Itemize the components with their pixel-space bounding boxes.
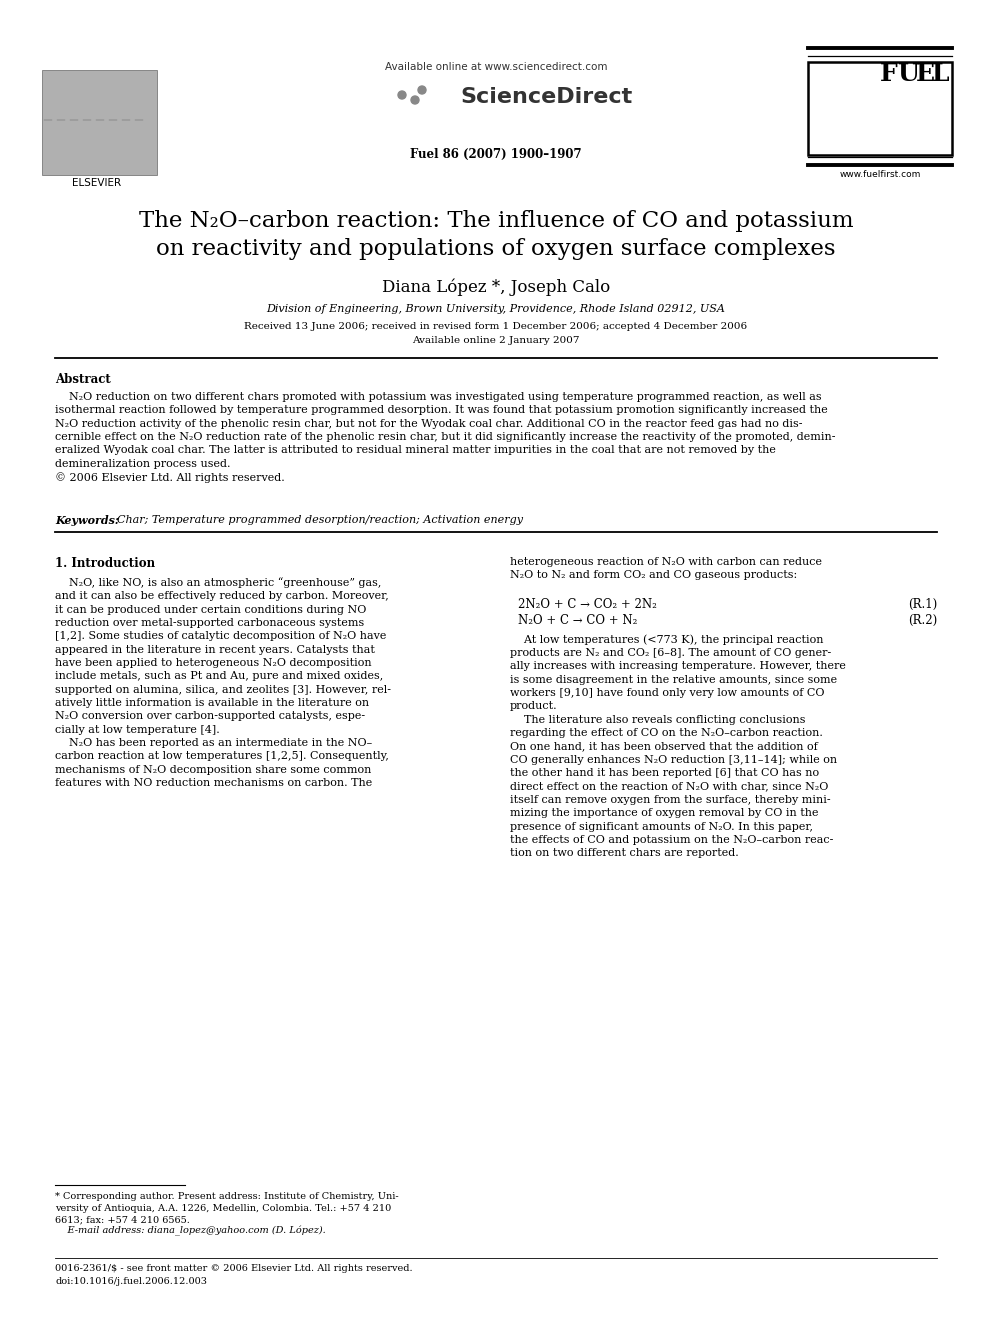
Text: Char; Temperature programmed desorption/reaction; Activation energy: Char; Temperature programmed desorption/… bbox=[110, 515, 523, 525]
Circle shape bbox=[418, 86, 426, 94]
Text: on reactivity and populations of oxygen surface complexes: on reactivity and populations of oxygen … bbox=[157, 238, 835, 261]
Text: Diana López *, Joseph Calo: Diana López *, Joseph Calo bbox=[382, 278, 610, 295]
Text: heterogeneous reaction of N₂O with carbon can reduce
N₂O to N₂ and form CO₂ and : heterogeneous reaction of N₂O with carbo… bbox=[510, 557, 822, 581]
Text: (R.1): (R.1) bbox=[908, 598, 937, 611]
Text: * Corresponding author. Present address: Institute of Chemistry, Uni-
versity of: * Corresponding author. Present address:… bbox=[55, 1192, 399, 1225]
Text: (R.2): (R.2) bbox=[908, 614, 937, 627]
Text: Fuel 86 (2007) 1900–1907: Fuel 86 (2007) 1900–1907 bbox=[410, 148, 582, 161]
Text: L: L bbox=[932, 62, 949, 86]
Text: 0016-2361/$ - see front matter © 2006 Elsevier Ltd. All rights reserved.: 0016-2361/$ - see front matter © 2006 El… bbox=[55, 1263, 413, 1273]
Text: ELSEVIER: ELSEVIER bbox=[72, 179, 122, 188]
Text: www.fuelfirst.com: www.fuelfirst.com bbox=[839, 169, 921, 179]
Text: Received 13 June 2006; received in revised form 1 December 2006; accepted 4 Dece: Received 13 June 2006; received in revis… bbox=[244, 321, 748, 331]
Text: ScienceDirect: ScienceDirect bbox=[460, 87, 632, 107]
Circle shape bbox=[398, 91, 406, 99]
Text: N₂O + C → CO + N₂: N₂O + C → CO + N₂ bbox=[518, 614, 638, 627]
Text: At low temperatures (<773 K), the principal reaction
products are N₂ and CO₂ [6–: At low temperatures (<773 K), the princi… bbox=[510, 634, 846, 859]
Text: Abstract: Abstract bbox=[55, 373, 111, 386]
Text: N₂O reduction on two different chars promoted with potassium was investigated us: N₂O reduction on two different chars pro… bbox=[55, 392, 835, 483]
Text: The N₂O–carbon reaction: The influence of CO and potassium: The N₂O–carbon reaction: The influence o… bbox=[139, 210, 853, 232]
Text: E-mail address: diana_lopez@yahoo.com (D. López).: E-mail address: diana_lopez@yahoo.com (D… bbox=[55, 1226, 325, 1236]
Text: doi:10.1016/j.fuel.2006.12.003: doi:10.1016/j.fuel.2006.12.003 bbox=[55, 1277, 207, 1286]
Bar bbox=[42, 70, 157, 175]
Text: 2N₂O + C → CO₂ + 2N₂: 2N₂O + C → CO₂ + 2N₂ bbox=[518, 598, 657, 611]
Text: Available online at www.sciencedirect.com: Available online at www.sciencedirect.co… bbox=[385, 62, 607, 71]
Text: E: E bbox=[916, 62, 935, 86]
Text: U: U bbox=[897, 62, 919, 86]
Text: N₂O, like NO, is also an atmospheric “greenhouse” gas,
and it can also be effect: N₂O, like NO, is also an atmospheric “gr… bbox=[55, 577, 391, 789]
Text: Keywords:: Keywords: bbox=[55, 515, 119, 527]
Text: Division of Engineering, Brown University, Providence, Rhode Island 02912, USA: Division of Engineering, Brown Universit… bbox=[267, 304, 725, 314]
Bar bbox=[808, 62, 952, 155]
Text: Available online 2 January 2007: Available online 2 January 2007 bbox=[413, 336, 579, 345]
Text: F: F bbox=[880, 62, 898, 86]
Text: 1. Introduction: 1. Introduction bbox=[55, 557, 155, 570]
Circle shape bbox=[411, 97, 419, 105]
